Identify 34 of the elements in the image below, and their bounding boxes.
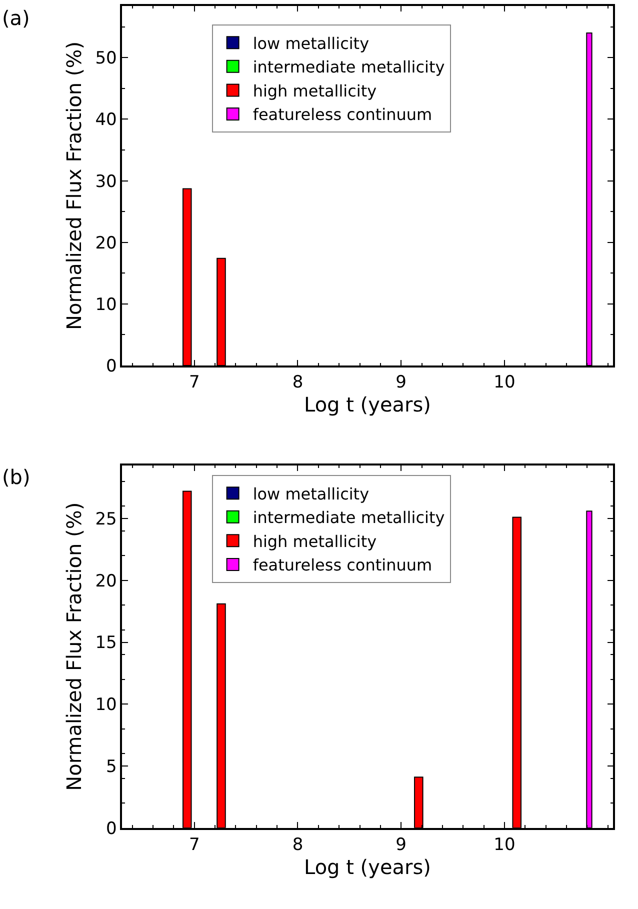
y-tick-label: 20: [95, 571, 117, 592]
y-tick-label: 20: [95, 233, 117, 254]
legend-label: featureless continuum: [252, 556, 432, 575]
legend-label: high metallicity: [252, 532, 377, 551]
text: (b): [2, 465, 30, 489]
y-tick-label: 30: [95, 172, 117, 192]
x-axis-title: Log t (years): [304, 392, 431, 417]
text: (a): [2, 6, 30, 30]
x-tick-label: 8: [292, 372, 304, 393]
y-tick-label: 40: [95, 110, 117, 130]
y-tick-label: 10: [95, 294, 117, 315]
y-axis-title: Normalized Flux Fraction (%): [62, 41, 86, 330]
y-tick-label: 0: [106, 356, 117, 376]
y-tick-label: 15: [95, 633, 117, 654]
x-tick-label: 9: [396, 372, 407, 393]
y-tick-label: 10: [95, 695, 117, 716]
y-tick-label: 50: [95, 48, 117, 69]
legend-label: intermediate metallicity: [252, 58, 445, 77]
y-tick-label: 0: [106, 818, 117, 839]
legend-label: high metallicity: [252, 81, 377, 100]
y-axis-title: Normalized Flux Fraction (%): [62, 502, 86, 791]
y-tick-label: 25: [95, 509, 117, 530]
legend-label: low metallicity: [252, 34, 370, 53]
x-tick-label: 10: [494, 835, 516, 856]
y-tick-label: 5: [106, 756, 117, 777]
legend-label: featureless continuum: [252, 105, 432, 124]
x-axis-title: Log t (years): [304, 855, 431, 880]
x-tick-label: 7: [188, 835, 200, 856]
legend-label: low metallicity: [252, 484, 370, 504]
x-tick-label: 9: [396, 835, 407, 856]
x-tick-label: 10: [494, 372, 516, 393]
x-tick-label: 7: [188, 372, 200, 393]
legend-label: intermediate metallicity: [252, 508, 445, 528]
x-tick-label: 8: [292, 835, 304, 856]
